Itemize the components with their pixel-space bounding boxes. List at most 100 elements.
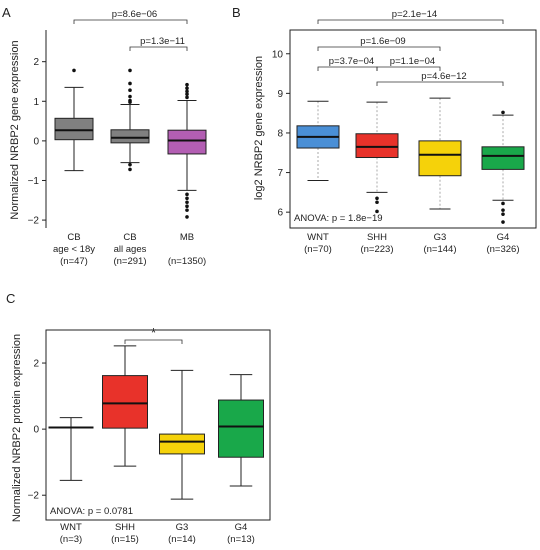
outlier-point [185, 204, 189, 209]
outlier-point [501, 201, 505, 206]
box-iqr [110, 129, 150, 144]
y-tick-label: 1 [33, 97, 39, 108]
y-axis-label: Normalized NRBP2 protein expression [11, 334, 23, 522]
category-label: (n=14) [168, 534, 196, 545]
y-tick-label: 10 [272, 49, 284, 60]
outlier-point [185, 82, 189, 87]
significance-label: * [151, 325, 156, 340]
outlier-point [128, 167, 132, 172]
category-label: (n=223) [360, 244, 393, 255]
significance-label: p=2.1e−14 [392, 9, 437, 20]
category-label: (n=3) [60, 534, 82, 545]
y-tick-label: −2 [28, 216, 40, 227]
category-label: (n=15) [111, 534, 139, 545]
outlier-point [375, 200, 379, 205]
y-axis-label: log2 NRBP2 gene expression [253, 56, 265, 200]
box-iqr [218, 399, 264, 458]
category-label: G3 [434, 232, 447, 243]
outlier-point [501, 208, 505, 212]
plot-frame [45, 329, 271, 521]
outlier-point [185, 92, 189, 96]
category-label: (n=144) [423, 244, 456, 255]
outlier-point [72, 68, 76, 73]
outlier-point [185, 86, 189, 91]
outlier-point [501, 212, 505, 216]
category-label: (n=291) [113, 256, 146, 267]
significance-bracket [317, 66, 378, 71]
box-iqr [102, 375, 148, 429]
anova-annotation: ANOVA: p = 1.8e−19 [294, 213, 383, 224]
y-tick-label: 9 [277, 89, 283, 100]
y-tick-label: −1 [28, 176, 40, 187]
box-iqr [167, 129, 207, 155]
category-label: (n=70) [304, 244, 332, 255]
panel-label-b: B [232, 5, 241, 20]
category-label: G4 [235, 522, 248, 533]
significance-label: p=1.6e−09 [360, 36, 405, 47]
y-tick-label: −2 [28, 491, 40, 502]
panel-label-a: A [2, 5, 11, 20]
category-label: (n=13) [227, 534, 255, 545]
category-label: MB [180, 232, 194, 243]
outlier-point [128, 94, 132, 99]
outlier-point [128, 88, 132, 92]
category-label: SHH [367, 232, 387, 243]
category-label: all ages [114, 244, 147, 255]
outlier-point [185, 200, 189, 205]
category-label: CB [67, 232, 80, 243]
box-iqr [159, 433, 205, 455]
y-tick-label: 7 [277, 168, 283, 179]
category-label: WNT [307, 232, 329, 243]
outlier-point [185, 95, 189, 100]
significance-label: p=1.3e−11 [140, 36, 185, 47]
outlier-point [185, 89, 189, 94]
y-tick-label: 0 [33, 425, 39, 436]
significance-label: p=1.1e−04 [390, 56, 435, 67]
box-iqr [355, 133, 399, 159]
category-label: G3 [176, 522, 189, 533]
outlier-point [501, 110, 505, 115]
significance-bracket [73, 19, 188, 24]
outlier-point [501, 220, 505, 224]
outlier-point [128, 68, 132, 73]
panel-label-c: C [6, 291, 15, 306]
y-tick-label: 2 [33, 359, 39, 370]
significance-bracket [124, 339, 183, 344]
plot-frame [289, 29, 537, 229]
significance-label: p=4.6e−12 [421, 71, 466, 82]
significance-label: p=3.7e−04 [329, 56, 374, 67]
category-label: (n=1350) [168, 256, 206, 267]
significance-bracket [376, 66, 441, 71]
anova-annotation: ANOVA: p = 0.0781 [50, 506, 133, 517]
outlier-point [128, 162, 132, 167]
y-tick-label: 0 [33, 136, 39, 147]
outlier-point [128, 81, 132, 86]
box-iqr [481, 146, 525, 170]
category-label: (n=47) [60, 256, 88, 267]
y-tick-label: 2 [33, 57, 39, 68]
significance-label: p=8.6e−06 [112, 9, 157, 20]
outlier-point [375, 196, 379, 201]
category-label: (n=326) [486, 244, 519, 255]
category-label: age < 18y [53, 244, 95, 255]
significance-bracket [317, 19, 504, 24]
chart-panel-a: 2 1 0 −1 −2 Normalized NRBP2 gene expression C… [9, 9, 207, 267]
outlier-point [185, 208, 189, 212]
outlier-point [185, 215, 189, 219]
y-tick-label: 6 [277, 208, 283, 219]
outlier-point [128, 100, 132, 104]
significance-bracket [317, 46, 441, 51]
significance-bracket [129, 46, 188, 51]
chart-panel-c: 2 0 −2 Normalized NRBP2 protein expression W… [11, 325, 271, 545]
box-iqr [54, 117, 94, 141]
category-label: CB [123, 232, 136, 243]
y-axis-label: Normalized NRBP2 gene expression [9, 40, 21, 219]
category-label: SHH [115, 522, 135, 533]
chart-panel-b: 10 9 8 7 6 log2 NRBP2 gene expression WNT(n=70… [253, 9, 537, 255]
box-iqr [418, 140, 462, 177]
y-tick-label: 8 [277, 128, 283, 139]
category-label: G4 [497, 232, 510, 243]
significance-bracket [376, 81, 504, 86]
outlier-point [185, 196, 189, 201]
